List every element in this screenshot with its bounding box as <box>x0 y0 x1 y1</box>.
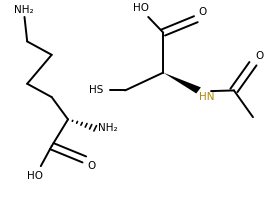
Text: O: O <box>256 52 264 61</box>
Text: HN: HN <box>199 92 214 101</box>
Polygon shape <box>163 73 201 93</box>
Text: HO: HO <box>27 170 43 181</box>
Text: HS: HS <box>89 85 103 95</box>
Text: NH₂: NH₂ <box>98 123 118 133</box>
Text: O: O <box>87 161 95 170</box>
Text: HO: HO <box>134 2 149 13</box>
Text: O: O <box>199 7 207 17</box>
Text: NH₂: NH₂ <box>14 5 33 15</box>
